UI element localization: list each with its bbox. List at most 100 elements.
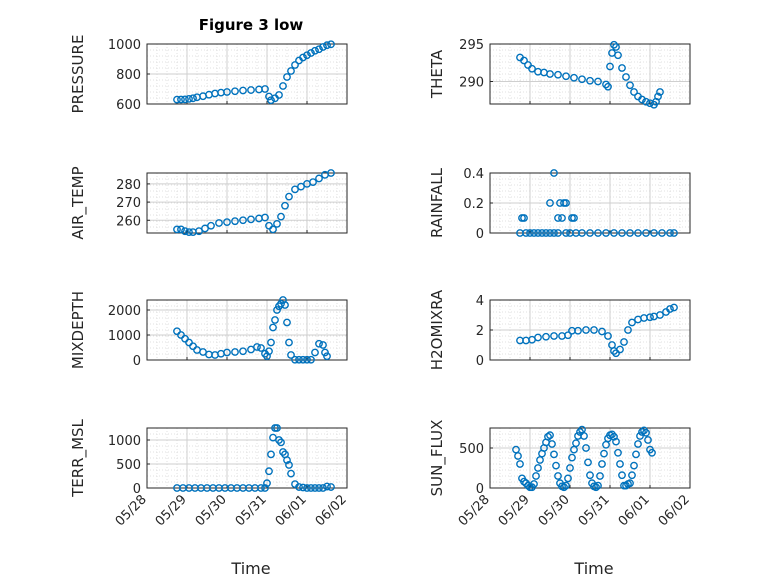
y-tick-label: 600 (116, 98, 141, 113)
y-tick-label: 0 (133, 482, 141, 497)
data-point (670, 229, 678, 237)
data-point (285, 338, 293, 347)
data-point (303, 355, 311, 364)
data-point (307, 49, 315, 57)
data-point (650, 229, 658, 237)
y-tick-label: 800 (116, 68, 141, 83)
data-point (578, 75, 586, 84)
y-tick-label: 0 (476, 482, 484, 497)
data-point (600, 449, 608, 458)
y-tick-label: 290 (459, 76, 484, 91)
y-tick-label: 0 (133, 354, 141, 369)
data-point (546, 70, 554, 78)
data-point (582, 444, 590, 452)
data-point (323, 352, 331, 361)
data-point (546, 229, 554, 237)
data-point (257, 484, 265, 492)
data-point (185, 228, 193, 236)
y-tick-label: 260 (116, 214, 141, 229)
y-tick-label: 2 (476, 324, 484, 339)
axes-box (146, 172, 348, 234)
data-point (628, 471, 636, 480)
data-point (297, 182, 305, 191)
data-point (321, 348, 329, 357)
data-point (520, 477, 528, 486)
data-point (514, 452, 522, 460)
data-point (283, 318, 291, 327)
data-point (315, 45, 323, 54)
data-point (618, 64, 626, 72)
y-tick-label: 280 (116, 178, 141, 193)
y-tick-label: 0.4 (463, 167, 484, 182)
data-point (299, 483, 307, 492)
data-point (554, 229, 562, 237)
data-point (550, 332, 558, 340)
data-point (630, 88, 638, 96)
data-point (303, 51, 311, 60)
data-point (598, 327, 606, 336)
data-point (269, 225, 277, 234)
data-point (263, 479, 271, 488)
data-point (598, 460, 606, 468)
data-point (239, 216, 247, 225)
data-point (231, 87, 239, 96)
data-point (634, 229, 642, 237)
data-point (542, 332, 550, 341)
y-tick-label: 270 (116, 196, 141, 211)
y-axis-label: RAINFALL (428, 167, 446, 238)
data-point (319, 43, 327, 51)
data-point (554, 70, 562, 79)
data-point (173, 95, 181, 104)
data-point (554, 472, 562, 480)
data-point (666, 305, 674, 313)
data-point (586, 471, 594, 480)
data-point (562, 481, 570, 490)
data-point (626, 479, 634, 488)
data-point (644, 436, 652, 444)
data-point (189, 94, 197, 103)
data-point (564, 474, 572, 483)
data-point (516, 460, 524, 468)
data-point (636, 432, 644, 440)
data-point (548, 440, 556, 448)
data-point (277, 212, 285, 221)
data-point (534, 229, 542, 237)
data-point (642, 428, 650, 437)
y-axis-label: TERR_MSL (69, 418, 88, 497)
data-point (654, 92, 662, 101)
y-tick-label: 500 (116, 458, 141, 473)
data-point (295, 355, 303, 364)
data-point (666, 229, 674, 237)
data-point (616, 460, 624, 468)
data-point (574, 326, 582, 335)
y-axis-label: MIXDEPTH (69, 291, 87, 369)
data-point (247, 86, 255, 94)
data-point (606, 62, 614, 71)
data-point (618, 229, 626, 237)
data-point (626, 81, 634, 90)
data-point (586, 229, 594, 237)
data-point (632, 450, 640, 459)
data-point (624, 326, 632, 334)
data-point (319, 484, 327, 492)
data-point (309, 178, 317, 186)
data-point (307, 484, 315, 492)
data-point (201, 224, 209, 233)
data-point (291, 185, 299, 194)
data-point (299, 355, 307, 364)
data-point (618, 471, 626, 480)
data-point (530, 229, 538, 237)
data-point (626, 229, 634, 237)
data-point (550, 169, 558, 177)
data-point (239, 86, 247, 95)
subplot-h2omixra: 0 2 4 H2OMIXRA (428, 289, 691, 370)
y-axis-label: H2OMIXRA (428, 289, 446, 370)
data-point (534, 464, 542, 472)
data-point (546, 431, 554, 440)
y-tick-label: 0 (476, 354, 484, 369)
data-point (622, 73, 630, 81)
data-point (323, 41, 331, 50)
data-point (638, 95, 646, 104)
y-tick-label: 1000 (108, 329, 141, 344)
data-point (267, 96, 275, 105)
